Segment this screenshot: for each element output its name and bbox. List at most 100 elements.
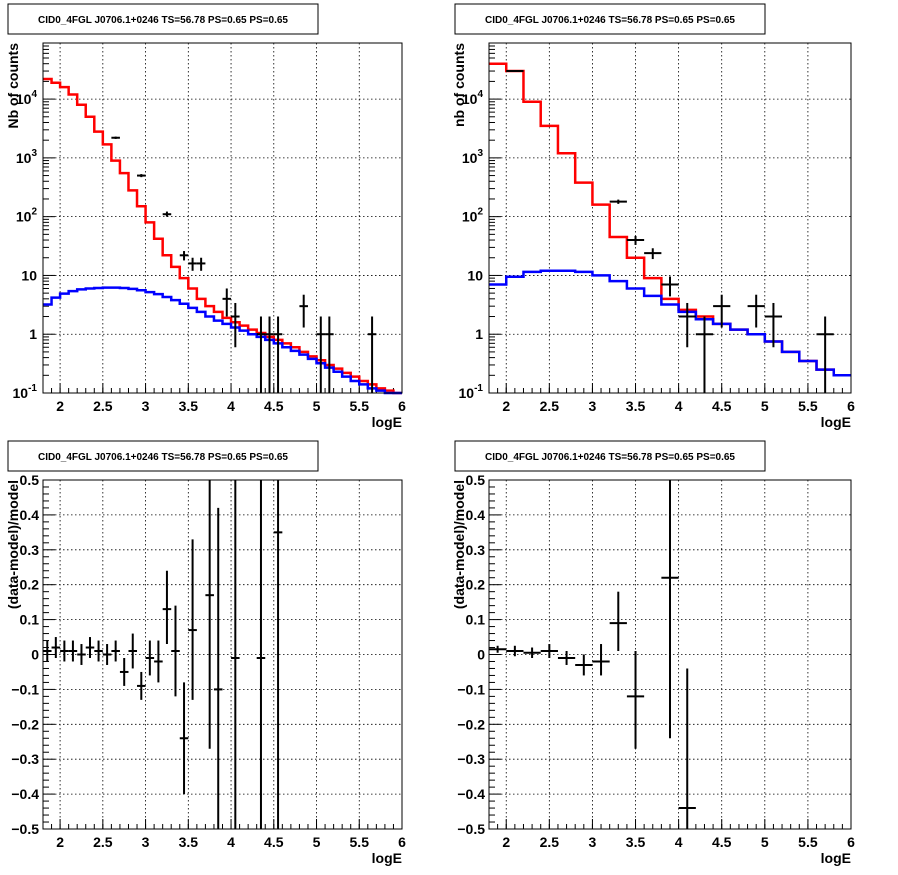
data-point xyxy=(145,640,155,676)
data-point xyxy=(678,668,696,829)
data-point xyxy=(523,647,541,658)
model-total-line xyxy=(43,77,402,395)
data-point xyxy=(222,288,232,317)
data-point xyxy=(102,644,112,665)
x-tick-label: 5.5 xyxy=(798,398,818,414)
x-tick-label: 5 xyxy=(761,834,769,850)
x-tick-label: 5 xyxy=(761,398,769,414)
x-tick-label: 2.5 xyxy=(93,398,113,414)
data-point xyxy=(367,316,377,393)
y-tick-label: 0 xyxy=(477,647,485,663)
data-point xyxy=(231,302,240,348)
data-point xyxy=(188,539,197,700)
plot-frame xyxy=(488,42,852,394)
x-axis-title: logE xyxy=(821,850,851,866)
data-point xyxy=(256,480,266,829)
data-point xyxy=(626,235,645,245)
y-tick-label: −0.1 xyxy=(11,681,39,697)
data-point xyxy=(77,644,86,665)
y-tick-label: 103 xyxy=(16,148,38,166)
y-tick-label: 0.1 xyxy=(20,612,40,628)
x-tick-label: 4 xyxy=(227,398,235,414)
chart-title: CID0_4FGL J0706.1+0246 TS=56.78 PS=0.65 … xyxy=(485,452,735,463)
data-point xyxy=(265,316,274,393)
y-tick-label: 102 xyxy=(16,207,38,225)
x-tick-label: 4 xyxy=(227,834,235,850)
data-point xyxy=(188,257,197,271)
y-tick-label: −0.5 xyxy=(11,821,39,837)
y-tick-label: −0.5 xyxy=(457,821,485,837)
data-point xyxy=(85,637,95,658)
x-tick-label: 4 xyxy=(675,834,683,850)
data-point xyxy=(695,316,714,393)
y-tick-label: −0.1 xyxy=(457,681,485,697)
y-tick-label: 0.5 xyxy=(466,472,486,488)
panel-bottom-right: CID0_4FGL J0706.1+0246 TS=56.78 PS=0.65 … xyxy=(451,440,855,866)
y-tick-label: 0.3 xyxy=(466,542,486,558)
data-point xyxy=(137,671,146,700)
data-point xyxy=(557,651,576,665)
data-point xyxy=(506,70,524,73)
y-axis-title: (data-model)/model xyxy=(451,480,467,609)
y-tick-label: 1 xyxy=(475,326,483,342)
data-point xyxy=(299,294,308,328)
y-tick-label: 0.4 xyxy=(466,507,486,523)
data-point xyxy=(273,480,283,829)
data-point xyxy=(128,633,138,669)
data-point xyxy=(678,302,696,348)
y-tick-label: −0.4 xyxy=(457,786,485,802)
x-tick-label: 2.5 xyxy=(93,834,113,850)
plot-frame xyxy=(42,479,403,830)
x-tick-label: 3 xyxy=(589,398,597,414)
data-point xyxy=(609,199,627,204)
data-point xyxy=(764,302,783,348)
data-point xyxy=(171,605,180,697)
x-tick-label: 3 xyxy=(142,834,150,850)
x-axis-title: logE xyxy=(821,414,851,430)
data-point xyxy=(506,645,524,657)
data-point xyxy=(273,316,283,393)
plot-frame xyxy=(42,42,403,394)
x-axis-title: logE xyxy=(372,850,402,866)
data-point xyxy=(609,591,627,652)
y-tick-label: 0 xyxy=(31,647,39,663)
x-tick-label: 5.5 xyxy=(798,834,818,850)
x-tick-label: 2 xyxy=(502,398,510,414)
y-tick-label: 1 xyxy=(29,326,37,342)
data-point xyxy=(111,640,120,662)
model-source-line xyxy=(43,286,402,395)
data-point xyxy=(213,507,223,829)
data-point xyxy=(51,637,61,658)
y-axis-title: (data-model)/model xyxy=(5,480,21,609)
x-tick-label: 6 xyxy=(847,834,855,850)
x-tick-label: 5.5 xyxy=(350,398,370,414)
panel-bottom-left: CID0_4FGL J0706.1+0246 TS=56.78 PS=0.65 … xyxy=(5,440,406,866)
x-tick-label: 2.5 xyxy=(540,834,560,850)
data-point xyxy=(747,294,765,328)
data-point xyxy=(540,644,558,658)
x-tick-label: 3.5 xyxy=(179,834,199,850)
x-tick-label: 3.5 xyxy=(626,834,646,850)
data-point xyxy=(137,174,146,178)
x-tick-label: 2 xyxy=(56,834,64,850)
panel-top-right: CID0_4FGL J0706.1+0246 TS=56.78 PS=0.65 … xyxy=(451,3,855,430)
y-tick-label: 0.4 xyxy=(20,507,40,523)
data-point xyxy=(111,136,120,139)
x-tick-label: 6 xyxy=(398,398,406,414)
y-tick-label: −0.3 xyxy=(11,751,39,767)
plot-frame xyxy=(488,479,852,830)
x-tick-label: 4.5 xyxy=(264,834,284,850)
x-tick-label: 4.5 xyxy=(712,834,732,850)
y-tick-label: 0.1 xyxy=(466,612,486,628)
data-point xyxy=(661,480,679,739)
data-point xyxy=(644,248,662,260)
x-tick-label: 4.5 xyxy=(712,398,732,414)
x-tick-label: 5 xyxy=(313,398,321,414)
model-source-line xyxy=(489,269,851,377)
y-tick-label: −0.3 xyxy=(457,751,485,767)
title-box xyxy=(7,440,319,472)
data-point xyxy=(489,645,507,653)
x-tick-label: 6 xyxy=(398,834,406,850)
data-point xyxy=(575,654,593,676)
y-tick-label: −0.2 xyxy=(11,716,39,732)
